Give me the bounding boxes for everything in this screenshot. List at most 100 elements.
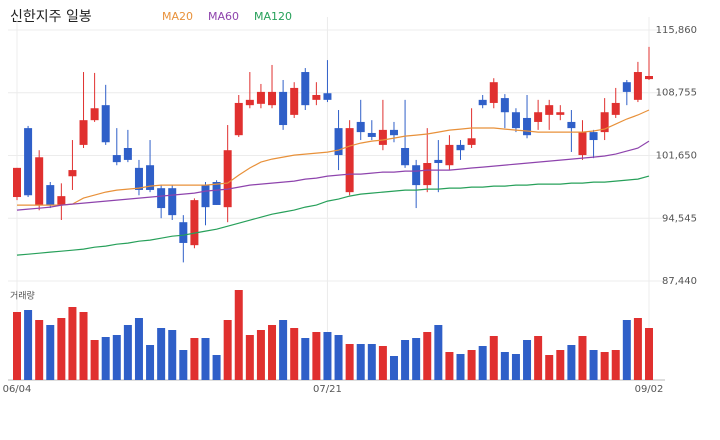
candle-body [412,165,421,186]
y-tick-label: 101,650 [656,151,697,162]
candle-body [523,117,532,136]
volume-bar [24,310,33,380]
candle-body [556,112,565,115]
candle-body [35,157,44,205]
candle-body [168,188,177,216]
candle-body [600,112,609,133]
volume-bar [190,338,199,380]
candle-body [622,82,631,92]
volume-bar [356,344,365,380]
candle-body [301,72,310,106]
candle-body [201,185,210,208]
candle-body [323,93,332,100]
volume-bar [268,325,277,380]
ma-line [17,109,650,206]
x-tick-label: 07/21 [313,384,342,395]
volume-bar [256,330,265,380]
volume-bar [489,336,498,380]
volume-bar [534,336,543,380]
volume-bar [589,350,598,380]
candle-body [13,167,21,198]
volume-bar [378,346,387,380]
candle-body [645,76,653,80]
volume-bar [212,355,221,380]
volume-bar [389,356,398,380]
candle-body [157,188,166,209]
candle-body [234,102,243,136]
candle-body [279,91,288,126]
volume-bar [323,332,332,380]
volume-bar [523,340,532,380]
candle-body [101,105,110,143]
candle-body [356,121,365,133]
candle-body [467,138,476,145]
candle-body [511,112,520,129]
volume-bar [134,318,143,380]
y-tick-label: 108,755 [656,88,697,99]
volume-bar [179,350,188,380]
volume-bar [312,332,321,380]
volume-bar [79,312,88,380]
legend-label: MA60 [208,10,239,23]
candle-body [223,150,232,208]
volume-bar [645,328,653,380]
volume-bar [123,325,132,380]
candle-body [90,108,99,121]
candle-body [312,94,321,100]
volume-bar [456,354,465,380]
volume-bar [423,332,432,380]
candle-body [212,182,221,205]
candle-body [179,222,188,243]
volume-bar [434,325,443,380]
candle-body [478,99,487,106]
x-tick-label: 09/02 [635,384,664,395]
volume-bar [611,350,620,380]
volume-bar [633,318,642,380]
volume-bar [401,340,410,380]
candle-body [389,129,398,136]
candle-body [290,87,299,115]
ma-line [16,175,650,256]
candle-body [268,91,277,106]
volume-bar [345,344,354,380]
x-tick-label: 06/04 [3,384,32,395]
volume-bar [245,335,254,380]
candle-body [345,128,354,193]
volume-bar [35,320,44,380]
candle-body [146,165,155,190]
volume-bar [622,320,631,380]
candle-body [589,132,598,141]
candle-body [46,185,55,205]
candle-body [633,72,642,100]
volume-bar [157,328,166,380]
candle-body [434,159,443,164]
volume-bar [367,344,376,380]
candle-body [123,147,132,160]
candle-body [534,112,543,122]
legend-label: MA120 [254,10,292,23]
y-tick-label: 94,545 [662,213,697,224]
candle-body [57,196,66,205]
candle-body [79,120,88,145]
candle-body [334,128,343,156]
candle-body [489,82,498,103]
volume-bar [600,352,609,380]
volume-bar [112,335,121,380]
ma-line [16,140,650,211]
candle-body [456,144,465,151]
candle-body [134,167,143,190]
y-tick-label: 115,860 [656,25,697,36]
candle-body [24,128,33,196]
volume-bar [334,335,343,380]
candle-body [500,98,509,113]
candle-body [68,170,77,177]
volume-bar [478,346,487,380]
volume-bar [545,355,554,380]
volume-bar [467,350,476,380]
volume-bar [13,312,21,380]
volume-bar [279,320,288,380]
candle-body [401,147,410,166]
candle-body [445,144,454,166]
volume-label: 거래량 [10,290,35,302]
